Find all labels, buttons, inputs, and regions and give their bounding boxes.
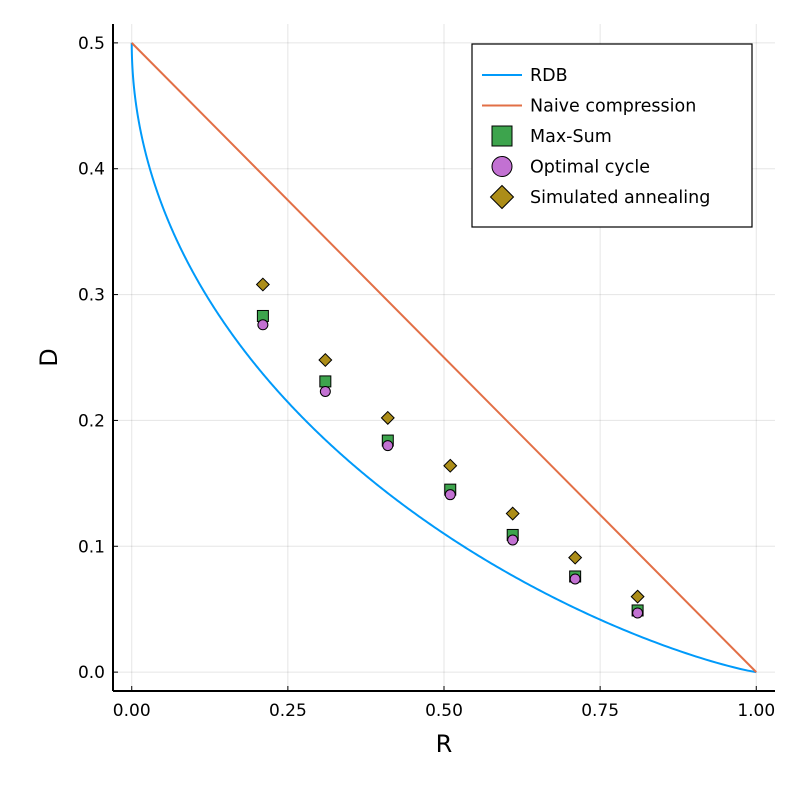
legend-swatch-simulated-annealing xyxy=(489,184,515,210)
point-simulated-annealing xyxy=(505,506,520,521)
legend-label-max-sum: Max-Sum xyxy=(530,127,612,147)
series-optimal-cycle xyxy=(257,319,644,619)
x-axis-label: R xyxy=(436,730,453,758)
series-line-rdb xyxy=(130,42,757,674)
point-optimal-cycle xyxy=(319,385,331,397)
y-tick-label: 0.2 xyxy=(78,411,105,431)
legend-label-naive-compression: Naive compression xyxy=(530,97,696,117)
x-tick-label: 0.75 xyxy=(581,701,619,721)
y-tick-label: 0.5 xyxy=(78,34,105,54)
series-simulated-annealing xyxy=(255,277,645,604)
legend-label-optimal-cycle: Optimal cycle xyxy=(530,158,650,178)
series-line-naive-compression xyxy=(131,42,757,673)
point-max-sum xyxy=(319,375,332,388)
legend-swatch-max-sum xyxy=(491,125,513,147)
legend: RDB Naive compression Max-Sum Optimal cycle… xyxy=(471,43,753,228)
axes xyxy=(112,24,775,692)
point-optimal-cycle xyxy=(632,607,644,619)
x-tick-label: 0.50 xyxy=(425,701,463,721)
point-optimal-cycle xyxy=(444,489,456,501)
plot-series xyxy=(130,42,757,674)
point-simulated-annealing xyxy=(630,589,645,604)
point-simulated-annealing xyxy=(255,277,270,292)
legend-swatch-optimal-cycle xyxy=(491,156,513,177)
point-simulated-annealing xyxy=(443,458,458,473)
x-tick-label: 1.00 xyxy=(737,701,775,721)
y-tick-label: 0.0 xyxy=(78,663,105,683)
point-optimal-cycle xyxy=(569,573,581,585)
y-tick-label: 0.1 xyxy=(78,537,105,557)
point-optimal-cycle xyxy=(507,534,519,546)
point-simulated-annealing xyxy=(380,410,395,425)
x-tick-label: 0.25 xyxy=(269,701,307,721)
point-optimal-cycle xyxy=(382,440,394,452)
point-simulated-annealing xyxy=(568,550,583,565)
legend-label-simulated-annealing: Simulated annealing xyxy=(530,188,710,208)
legend-label-rdb: RDB xyxy=(530,66,568,86)
x-tick-label: 0.00 xyxy=(113,701,151,721)
y-axis-label: D xyxy=(35,348,63,366)
y-tick-label: 0.4 xyxy=(78,160,105,180)
point-optimal-cycle xyxy=(257,319,269,331)
point-simulated-annealing xyxy=(318,352,333,368)
y-tick-label: 0.3 xyxy=(78,286,105,306)
tick-labels: 0.00 0.25 0.50 0.75 1.00 0.0 0.1 0.2 0.3 0.4 0.5 xyxy=(78,34,775,721)
